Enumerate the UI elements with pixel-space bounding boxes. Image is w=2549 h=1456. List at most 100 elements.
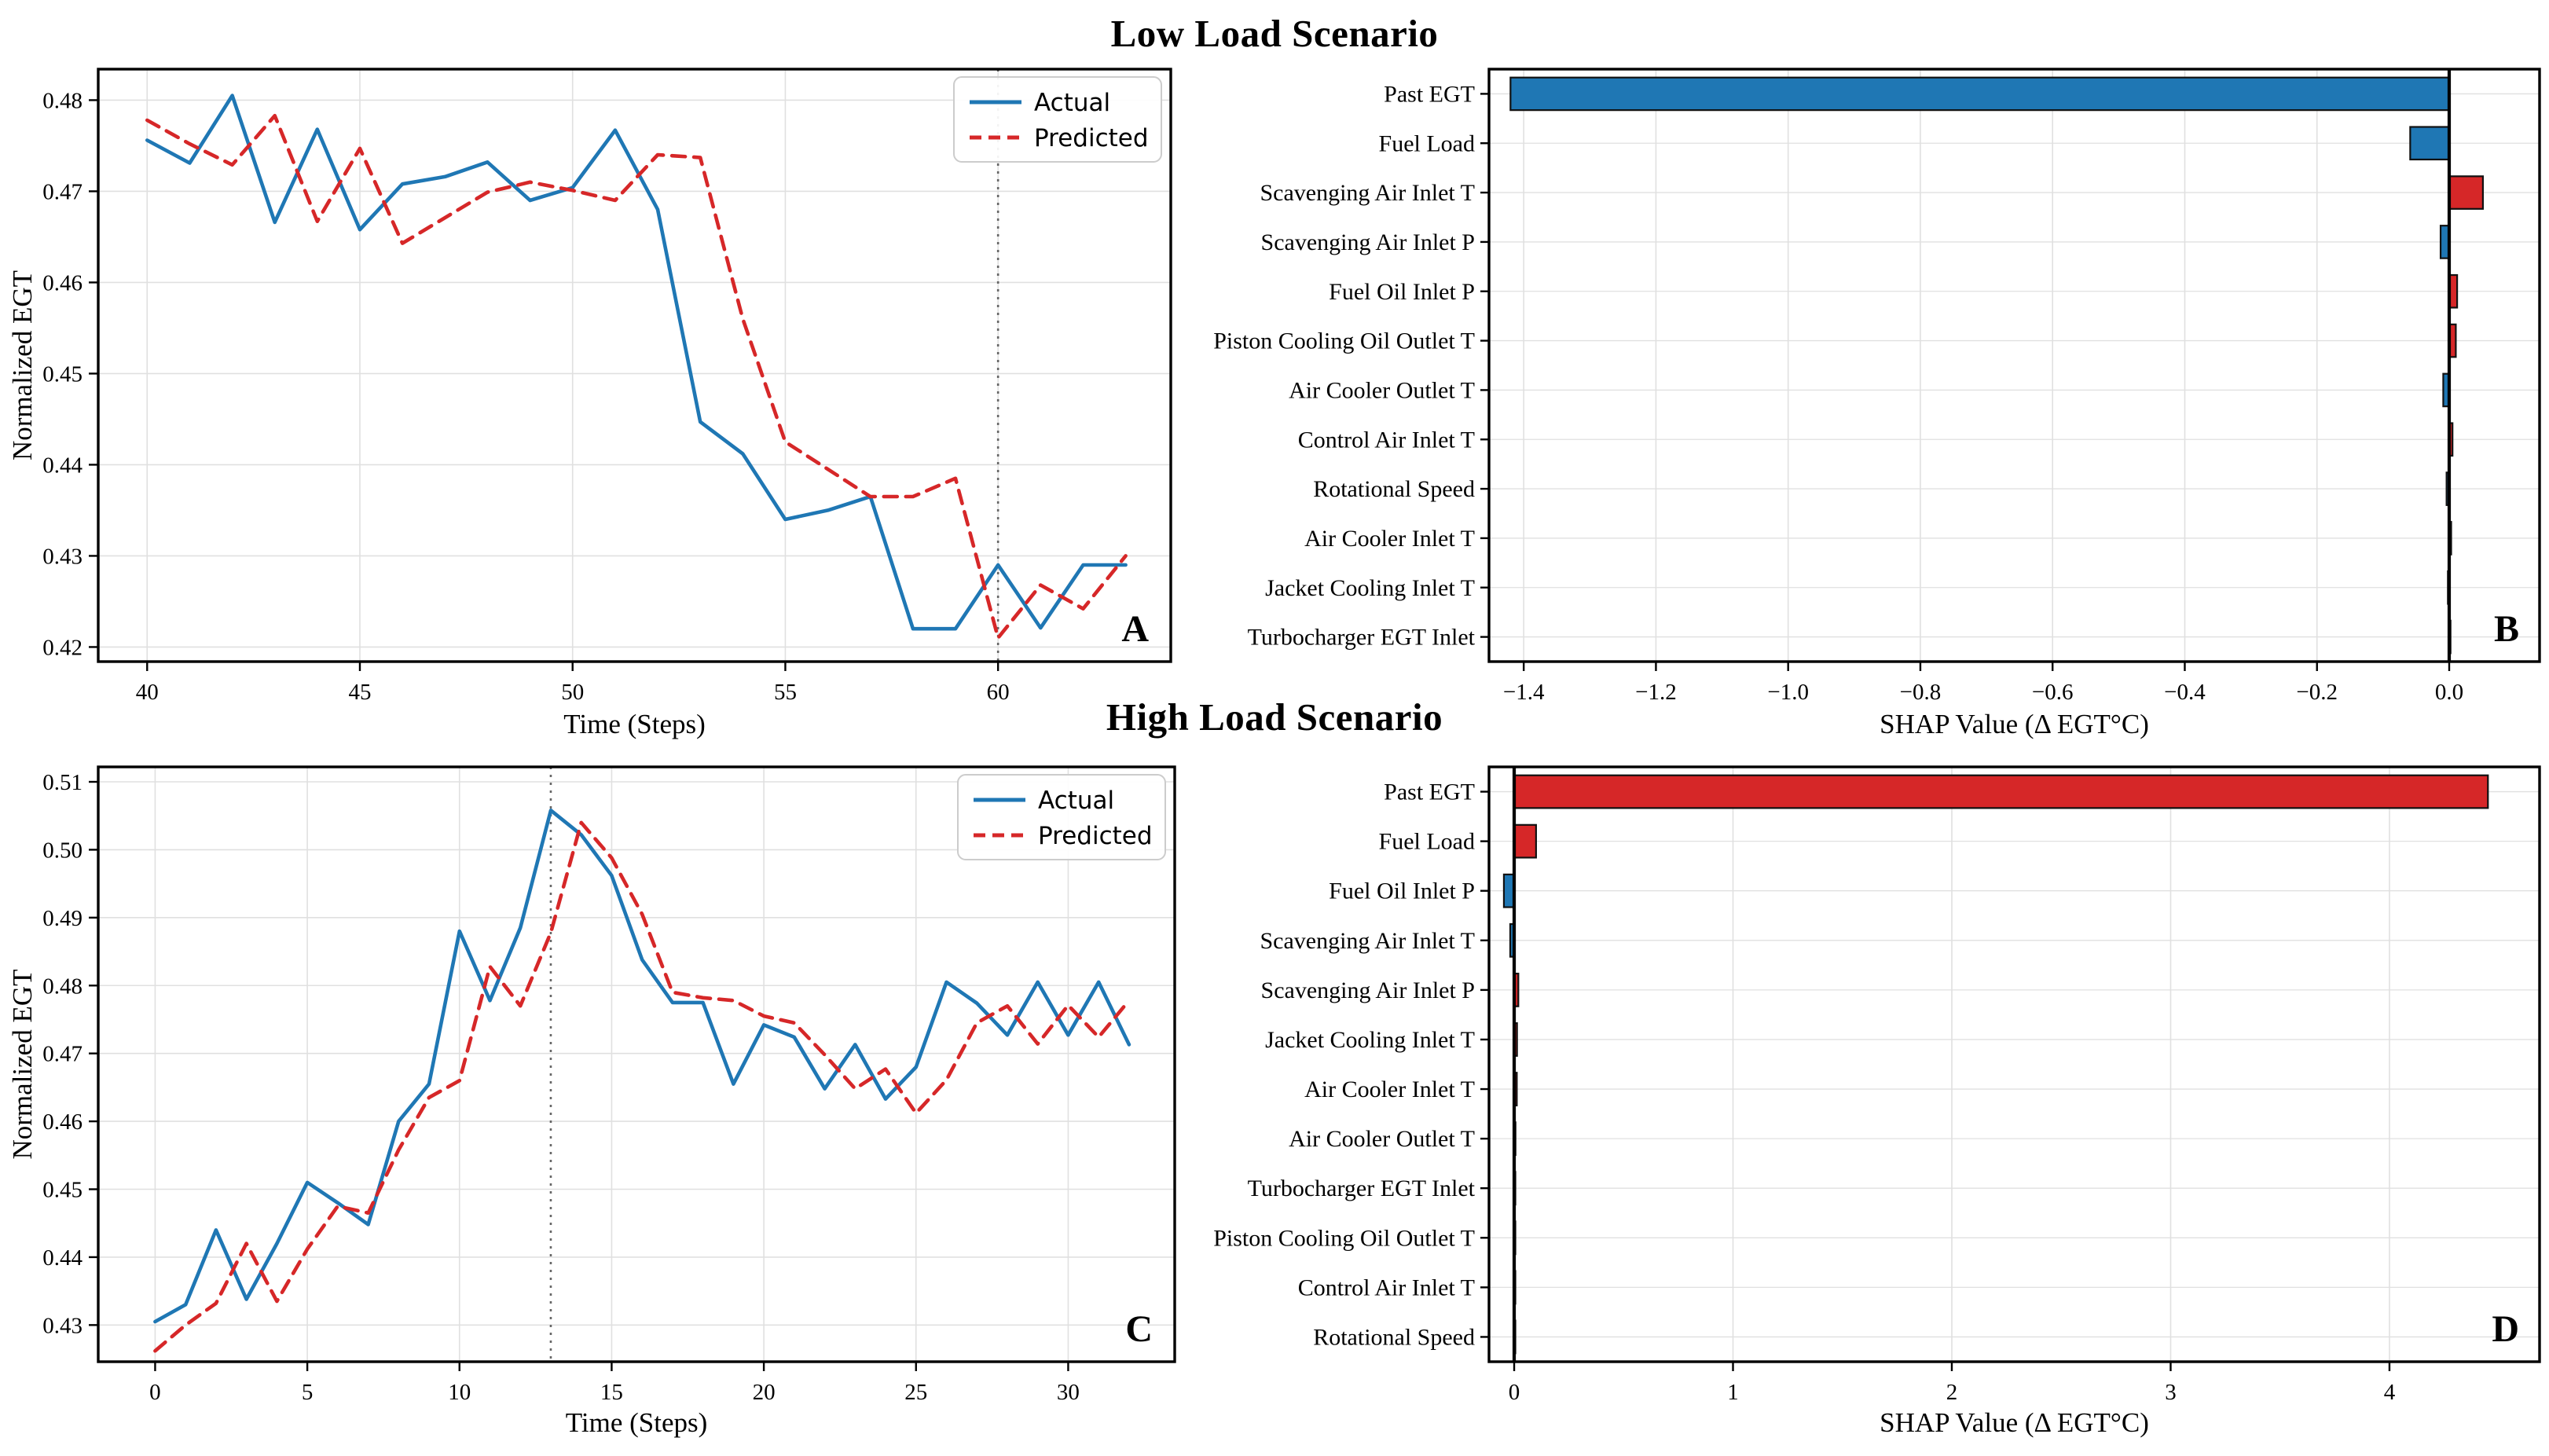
- gridlines: [98, 767, 1175, 1362]
- feature-label: Fuel Oil Inlet P: [1329, 279, 1475, 305]
- shap-bar: [2448, 273, 2459, 309]
- plot-border: [97, 765, 1176, 1363]
- x-tick-label: 20: [753, 1380, 776, 1405]
- panel-letter: D: [2492, 1308, 2519, 1350]
- x-axis-label: Time (Steps): [566, 1407, 708, 1438]
- feature-label: Fuel Load: [1379, 829, 1475, 855]
- x-tick-label: 25: [904, 1380, 927, 1405]
- legend: Actual Predicted: [957, 774, 1166, 860]
- feature-label: Turbocharger EGT Inlet: [1248, 625, 1476, 651]
- x-tick-label: 0: [1509, 1380, 1520, 1405]
- legend-label-actual: Actual: [1034, 89, 1110, 117]
- x-tick-label: 15: [600, 1380, 623, 1405]
- shap-bar: [2448, 175, 2485, 210]
- shap-bar: [1513, 774, 2489, 809]
- panel-letter: B: [2494, 608, 2519, 650]
- shap-bar: [2448, 422, 2454, 457]
- feature-label: Rotational Speed: [1313, 1324, 1475, 1350]
- y-tick-label: 0.48: [42, 974, 83, 999]
- x-axis-label: SHAP Value (Δ EGT°C): [1880, 1407, 2149, 1438]
- feature-label: Scavenging Air Inlet P: [1261, 229, 1475, 255]
- x-tick-label: 10: [448, 1380, 471, 1405]
- legend-box: [953, 76, 1162, 163]
- y-tick-label: 0.42: [42, 635, 83, 660]
- x-tick-label: 0: [149, 1380, 161, 1405]
- shap-bar: [1513, 1022, 1518, 1057]
- feature-label: Scavenging Air Inlet T: [1260, 180, 1475, 206]
- feature-label: Control Air Inlet T: [1298, 427, 1475, 453]
- series-actual-line: [153, 809, 1131, 1324]
- feature-label: Air Cooler Outlet T: [1289, 377, 1475, 403]
- feature-label: Past EGT: [1384, 779, 1475, 805]
- high-load-scenario-title: High Load Scenario: [1106, 695, 1443, 739]
- legend-label-predicted: Predicted: [1034, 124, 1149, 152]
- shap-bar: [1513, 1121, 1517, 1157]
- axes: 40 45 50 55 600.420.430.440.450.460.470.48: [42, 88, 1009, 705]
- shap-bar: [2448, 323, 2457, 358]
- shap-bar: [1509, 922, 1516, 958]
- legend-label-actual: Actual: [1038, 787, 1114, 815]
- x-tick-label: 5: [302, 1380, 314, 1405]
- y-tick-label: 0.43: [42, 1313, 83, 1338]
- shap-bar: [2442, 372, 2451, 408]
- x-tick-label: 1: [1727, 1380, 1739, 1405]
- shap-bar: [1513, 1171, 1517, 1206]
- plot-border: [1487, 68, 2541, 663]
- feature-label: Turbocharger EGT Inlet: [1248, 1175, 1476, 1201]
- shap-bar: [2445, 471, 2451, 506]
- y-tick-label: 0.50: [42, 838, 83, 863]
- feature-label: Fuel Load: [1379, 130, 1475, 156]
- series-predicted-line: [145, 113, 1128, 640]
- y-tick-label: 0.45: [42, 361, 83, 387]
- x-tick-label: 2: [1946, 1380, 1958, 1405]
- feature-label: Jacket Cooling Inlet T: [1265, 575, 1475, 601]
- plot-border: [1487, 765, 2541, 1363]
- gridlines: [98, 69, 1171, 662]
- axes: 0 5 10 15 20 25 30 0.43 0.44 0.45 0.46 0.47 0.48 0.49…: [42, 770, 1080, 1405]
- y-tick-label: 0.46: [42, 270, 83, 295]
- shap-bars: [1509, 76, 2485, 655]
- series-actual-line: [145, 94, 1128, 631]
- shap-bar: [1513, 1220, 1517, 1256]
- x-tick-label: 30: [1057, 1380, 1080, 1405]
- y-tick-label: 0.46: [42, 1109, 83, 1135]
- panel-letter: C: [1125, 1308, 1153, 1350]
- y-tick-label: 0.45: [42, 1178, 83, 1203]
- shap-bar: [2439, 225, 2451, 259]
- y-tick-label: 0.43: [42, 544, 83, 569]
- feature-label: Scavenging Air Inlet P: [1261, 977, 1475, 1003]
- legend: Actual Predicted: [953, 76, 1162, 163]
- legend-label-predicted: Predicted: [1038, 822, 1153, 850]
- shap-bar: [1509, 76, 2451, 112]
- legend-box: [957, 774, 1166, 860]
- y-tick-label: 0.47: [42, 1042, 83, 1067]
- feature-label: Air Cooler Inlet T: [1304, 526, 1475, 552]
- feature-label: Rotational Speed: [1313, 476, 1475, 502]
- y-tick-label: 0.44: [42, 453, 83, 478]
- feature-label: Past EGT: [1384, 81, 1475, 107]
- y-tick-label: 0.49: [42, 906, 83, 931]
- y-tick-label: 0.48: [42, 88, 83, 113]
- shap-bar: [1513, 1072, 1518, 1106]
- feature-label: Control Air Inlet T: [1298, 1274, 1475, 1300]
- y-axis-label: Normalized EGT: [7, 270, 38, 460]
- shap-bar: [1502, 873, 1516, 908]
- shap-bar: [1513, 1270, 1517, 1305]
- shap-bar: [2447, 570, 2451, 605]
- feature-label: Fuel Oil Inlet P: [1329, 878, 1475, 904]
- series-predicted-line: [153, 820, 1131, 1353]
- feature-label: Scavenging Air Inlet T: [1260, 928, 1475, 954]
- feature-label: Jacket Cooling Inlet T: [1265, 1027, 1475, 1053]
- low-load-scenario-title: Low Load Scenario: [1110, 12, 1439, 55]
- shap-bars: [1502, 774, 2489, 1355]
- gridlines: [1489, 69, 2540, 662]
- feature-label: Air Cooler Inlet T: [1304, 1076, 1475, 1102]
- shap-bar: [2409, 126, 2451, 161]
- x-tick-label: 3: [2165, 1380, 2177, 1405]
- y-tick-label: 0.44: [42, 1245, 83, 1271]
- feature-label: Piston Cooling Oil Outlet T: [1213, 328, 1475, 354]
- panel-letter: A: [1121, 608, 1149, 650]
- x-tick-label: 4: [2384, 1380, 2396, 1405]
